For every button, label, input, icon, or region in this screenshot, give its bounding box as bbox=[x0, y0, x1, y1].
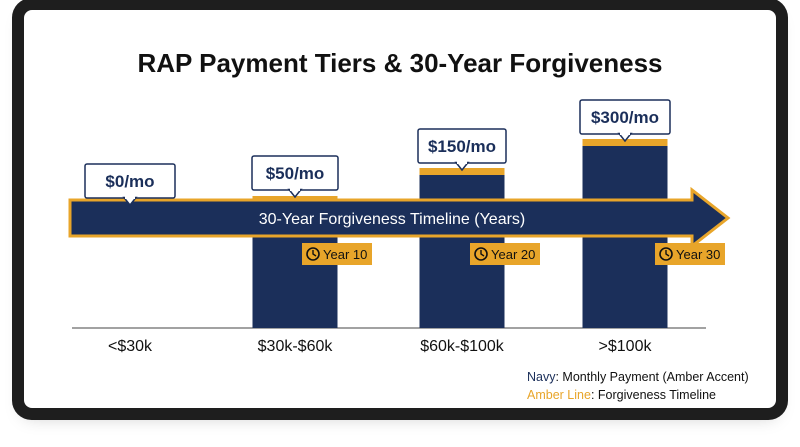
value-label-3: $300/mo bbox=[591, 108, 659, 127]
legend-key-amber: Amber Line bbox=[527, 388, 591, 402]
legend-item-navy: Navy: Monthly Payment (Amber Accent) bbox=[527, 368, 749, 386]
category-label-2: $60k-$100k bbox=[420, 338, 505, 355]
category-label-1: $30k-$60k bbox=[258, 338, 334, 355]
legend-text-amber: : Forgiveness Timeline bbox=[590, 388, 716, 402]
value-label-0: $0/mo bbox=[105, 172, 154, 191]
category-label-3: >$100k bbox=[599, 338, 653, 355]
timeline-arrow bbox=[68, 186, 731, 250]
value-callout-gap-0 bbox=[125, 196, 135, 199]
legend: Navy: Monthly Payment (Amber Accent) Amb… bbox=[527, 368, 749, 404]
bar-accent-2 bbox=[419, 168, 505, 175]
year-marker-label-2: Year 20 bbox=[491, 247, 535, 262]
value-callout-gap-3 bbox=[620, 132, 630, 135]
year-marker-2 bbox=[470, 243, 540, 265]
value-callout-gap-1 bbox=[290, 188, 300, 191]
value-label-1: $50/mo bbox=[266, 164, 325, 183]
year-marker-label-3: Year 30 bbox=[676, 247, 720, 262]
year-marker-1 bbox=[302, 243, 372, 265]
year-marker-label-1: Year 10 bbox=[323, 247, 367, 262]
clock-icon bbox=[474, 247, 488, 261]
legend-key-navy: Navy bbox=[527, 370, 556, 384]
year-marker-3 bbox=[655, 243, 725, 265]
clock-hands-icon bbox=[665, 250, 670, 257]
category-label-0: <$30k bbox=[108, 338, 153, 355]
legend-text-navy: : Monthly Payment (Amber Accent) bbox=[555, 370, 749, 384]
clock-hands-icon bbox=[312, 250, 317, 257]
clock-hands-icon bbox=[480, 250, 485, 257]
timeline-label: 30-Year Forgiveness Timeline (Years) bbox=[259, 211, 526, 228]
chart-title: RAP Payment Tiers & 30-Year Forgiveness bbox=[137, 48, 663, 78]
bar-accent-3 bbox=[582, 139, 668, 146]
legend-item-amber: Amber Line: Forgiveness Timeline bbox=[527, 386, 749, 404]
value-callout-gap-2 bbox=[457, 161, 467, 164]
value-label-2: $150/mo bbox=[428, 137, 496, 156]
clock-icon bbox=[306, 247, 320, 261]
clock-icon bbox=[659, 247, 673, 261]
